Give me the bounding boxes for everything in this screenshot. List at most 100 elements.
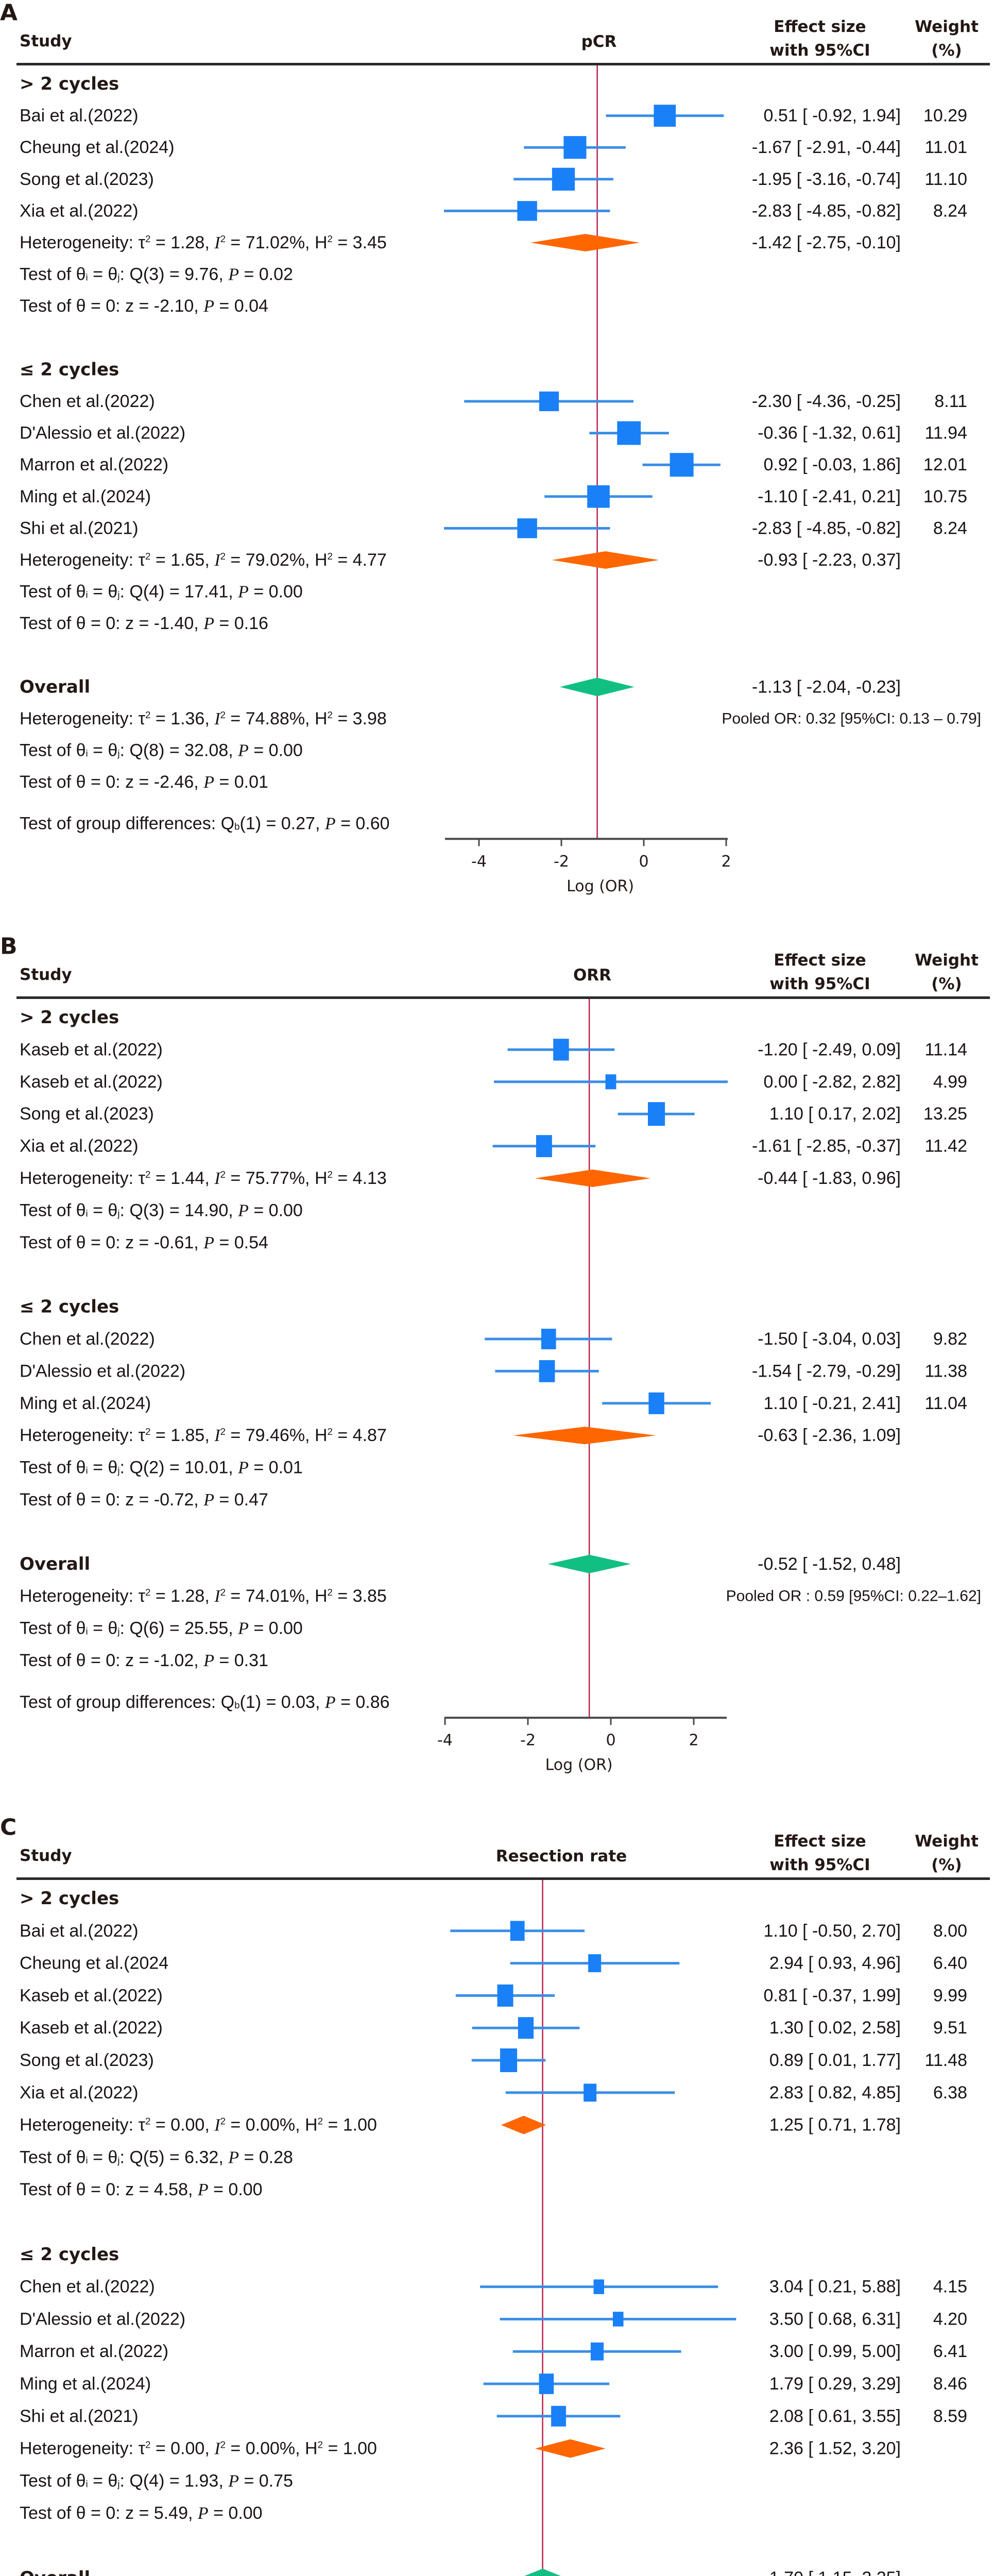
x-axis-label: Log (OR) [545,1756,613,1774]
subgroup-heterogeneity: Heterogeneity: τ2 = 1.44, I2 = 75.77%, H… [20,1168,387,1188]
x-tick-label: -2 [554,853,569,871]
study-weight: 13.25 [923,1104,967,1124]
study-marker [593,2279,605,2294]
study-marker [563,136,587,159]
x-tick-label: 0 [639,853,648,871]
x-tick-label: 0 [606,1732,615,1750]
column-header-weight-unit: (%) [931,975,962,993]
effect-size-ci: 0.89 [ 0.01, 1.77] [769,2050,901,2070]
study-row: Ming et al.(2024) 1.10 [ -0.21, 2.41] 11.0… [20,1394,967,1413]
study-row: Kaseb et al.(2022) 0.81 [ -0.37, 1.99] 9.9… [20,1986,967,2005]
effect-size-ci: 2.08 [ 0.61, 3.55] [769,2406,901,2426]
effect-size-ci: -1.20 [ -2.49, 0.09] [758,1040,901,1059]
study-weight: 8.11 [934,392,967,411]
study-marker [647,1102,665,1126]
study-weight: 9.99 [933,1986,967,2005]
subgroup-q-test: Test of θi = θj: Q(4) = 1.93, P = 0.75 [20,2471,293,2490]
subgroup-label: ≤ 2 cycles [20,1297,119,1317]
study-marker [500,2048,518,2072]
study-weight: 11.14 [924,1040,967,1059]
effect-size-ci: 1.79 [ 0.29, 3.29] [769,2374,901,2394]
study-name: Ming et al.(2024) [20,487,151,506]
x-tick-label: -2 [520,1732,536,1750]
header-divider [16,63,990,65]
column-header-study: Study [20,965,72,984]
study-name: D'Alessio et al.(2022) [20,423,185,443]
study-weight: 11.38 [924,1361,967,1381]
overall-z-test: Test of θ = 0: z = -1.02, P = 0.31 [20,1651,268,1670]
effect-size-ci: -2.83 [ -4.85, -0.82] [752,201,901,221]
subgroup-pooled-diamond [535,2439,606,2458]
study-marker [587,485,610,508]
subgroup-z-test: Test of θ = 0: z = -0.61, P = 0.54 [20,1233,268,1252]
subgroup-q-test: Test of θi = θj: Q(3) = 14.90, P = 0.00 [20,1200,303,1220]
subgroup-z-test: Test of θ = 0: z = -2.10, P = 0.04 [20,296,268,316]
study-marker [517,518,537,538]
header-divider [16,1877,990,1880]
overall-z-test: Test of θ = 0: z = -2.46, P = 0.01 [20,772,268,792]
subgroup-pooled-diamond [513,1427,656,1445]
study-row: Kaseb et al.(2022) -1.20 [ -2.49, 0.09] 11… [20,1040,967,1059]
subgroup-label: ≤ 2 cycles [20,2244,119,2265]
study-weight: 6.40 [933,1954,967,1973]
x-tick-label: -4 [437,1732,453,1750]
subgroup-q-test: Test of θi = θj: Q(5) = 6.32, P = 0.28 [20,2147,293,2167]
panel-label: B [0,934,18,960]
pooled-or-summary: Pooled OR : 0.59 [95%CI: 0.22–1.62] [726,1588,981,1605]
subgroup-q-test: Test of θi = θj: Q(2) = 10.01, P = 0.01 [20,1458,303,1478]
study-name: Marron et al.(2022) [20,2342,168,2361]
study-marker [518,2017,534,2039]
study-marker [510,1921,525,1941]
study-row: Kaseb et al.(2022) 1.30 [ 0.02, 2.58] 9.51 [20,2018,967,2038]
study-row: Cheung et al.(2024) -1.67 [ -2.91, -0.44]… [20,138,967,157]
study-name: Chen et al.(2022) [20,2277,155,2297]
effect-size-ci: 2.94 [ 0.93, 4.96] [769,1954,901,1973]
effect-size-ci: 2.83 [ 0.82, 4.85] [769,2083,901,2103]
study-name: Ming et al.(2024) [20,2374,151,2394]
study-marker [517,201,537,221]
study-weight: 6.41 [933,2342,967,2361]
study-marker [536,1135,552,1158]
study-name: Shi et al.(2021) [20,518,139,538]
x-axis-label: Log (OR) [567,877,634,895]
subgroup-pooled-diamond [535,1170,651,1187]
study-weight: 8.24 [933,201,967,221]
study-name: Song et al.(2023) [20,2050,154,2070]
study-row: Xia et al.(2022) -2.83 [ -4.85, -0.82] 8.2… [20,201,967,221]
effect-size-ci: -1.10 [ -2.41, 0.21] [758,487,901,506]
group-difference-test: Test of group differences: Qb(1) = 0.27,… [20,814,390,833]
study-marker [605,1074,616,1090]
study-row: Bai et al.(2022) 0.51 [ -0.92, 1.94] 10.29 [20,106,967,126]
column-header-effect-size: Effect size [774,951,866,970]
study-row: D'Alessio et al.(2022) -1.54 [ -2.79, -0.… [20,1361,967,1381]
study-row: Bai et al.(2022) 1.10 [ -0.50, 2.70] 8.00 [20,1921,967,1941]
study-row: Shi et al.(2021) 2.08 [ 0.61, 3.55] 8.59 [20,2406,967,2426]
group-difference-test: Test of group differences: Qb(1) = 0.03,… [20,1692,390,1712]
study-weight: 10.29 [923,106,967,126]
effect-size-ci: -0.36 [ -1.32, 0.61] [758,423,901,443]
effect-size-ci: 3.04 [ 0.21, 5.88] [769,2277,901,2297]
subgroup-pooled-effect: -0.44 [ -1.83, 0.96] [758,1168,901,1188]
effect-size-ci: 1.10 [ -0.21, 2.41] [763,1394,901,1413]
study-weight: 8.46 [933,2374,967,2394]
study-marker [553,1039,569,1061]
study-name: Song et al.(2023) [20,170,154,189]
study-marker [670,453,694,477]
study-weight: 11.10 [924,170,967,189]
subgroup-label: > 2 cycles [20,1888,119,1909]
effect-size-ci: -1.95 [ -3.16, -0.74] [752,170,901,189]
subgroup-heterogeneity: Heterogeneity: τ2 = 1.28, I2 = 71.02%, H… [20,233,387,252]
overall-pooled-effect: -1.13 [ -2.04, -0.23] [752,677,901,697]
subgroup-pooled-effect: 2.36 [ 1.52, 3.20] [769,2439,901,2459]
column-header-weight-unit: (%) [931,1856,962,1874]
panel-label: A [0,0,18,26]
column-header-weight: Weight [915,951,979,970]
subgroup-z-test: Test of θ = 0: z = 4.58, P = 0.00 [20,2180,263,2199]
study-name: Shi et al.(2021) [20,2406,139,2426]
study-marker [588,1954,602,1973]
study-row: D'Alessio et al.(2022) 3.50 [ 0.68, 6.31]… [20,2309,967,2329]
subgroup-heterogeneity: Heterogeneity: τ2 = 0.00, I2 = 0.00%, H2… [20,2439,377,2459]
study-marker [539,1360,555,1382]
